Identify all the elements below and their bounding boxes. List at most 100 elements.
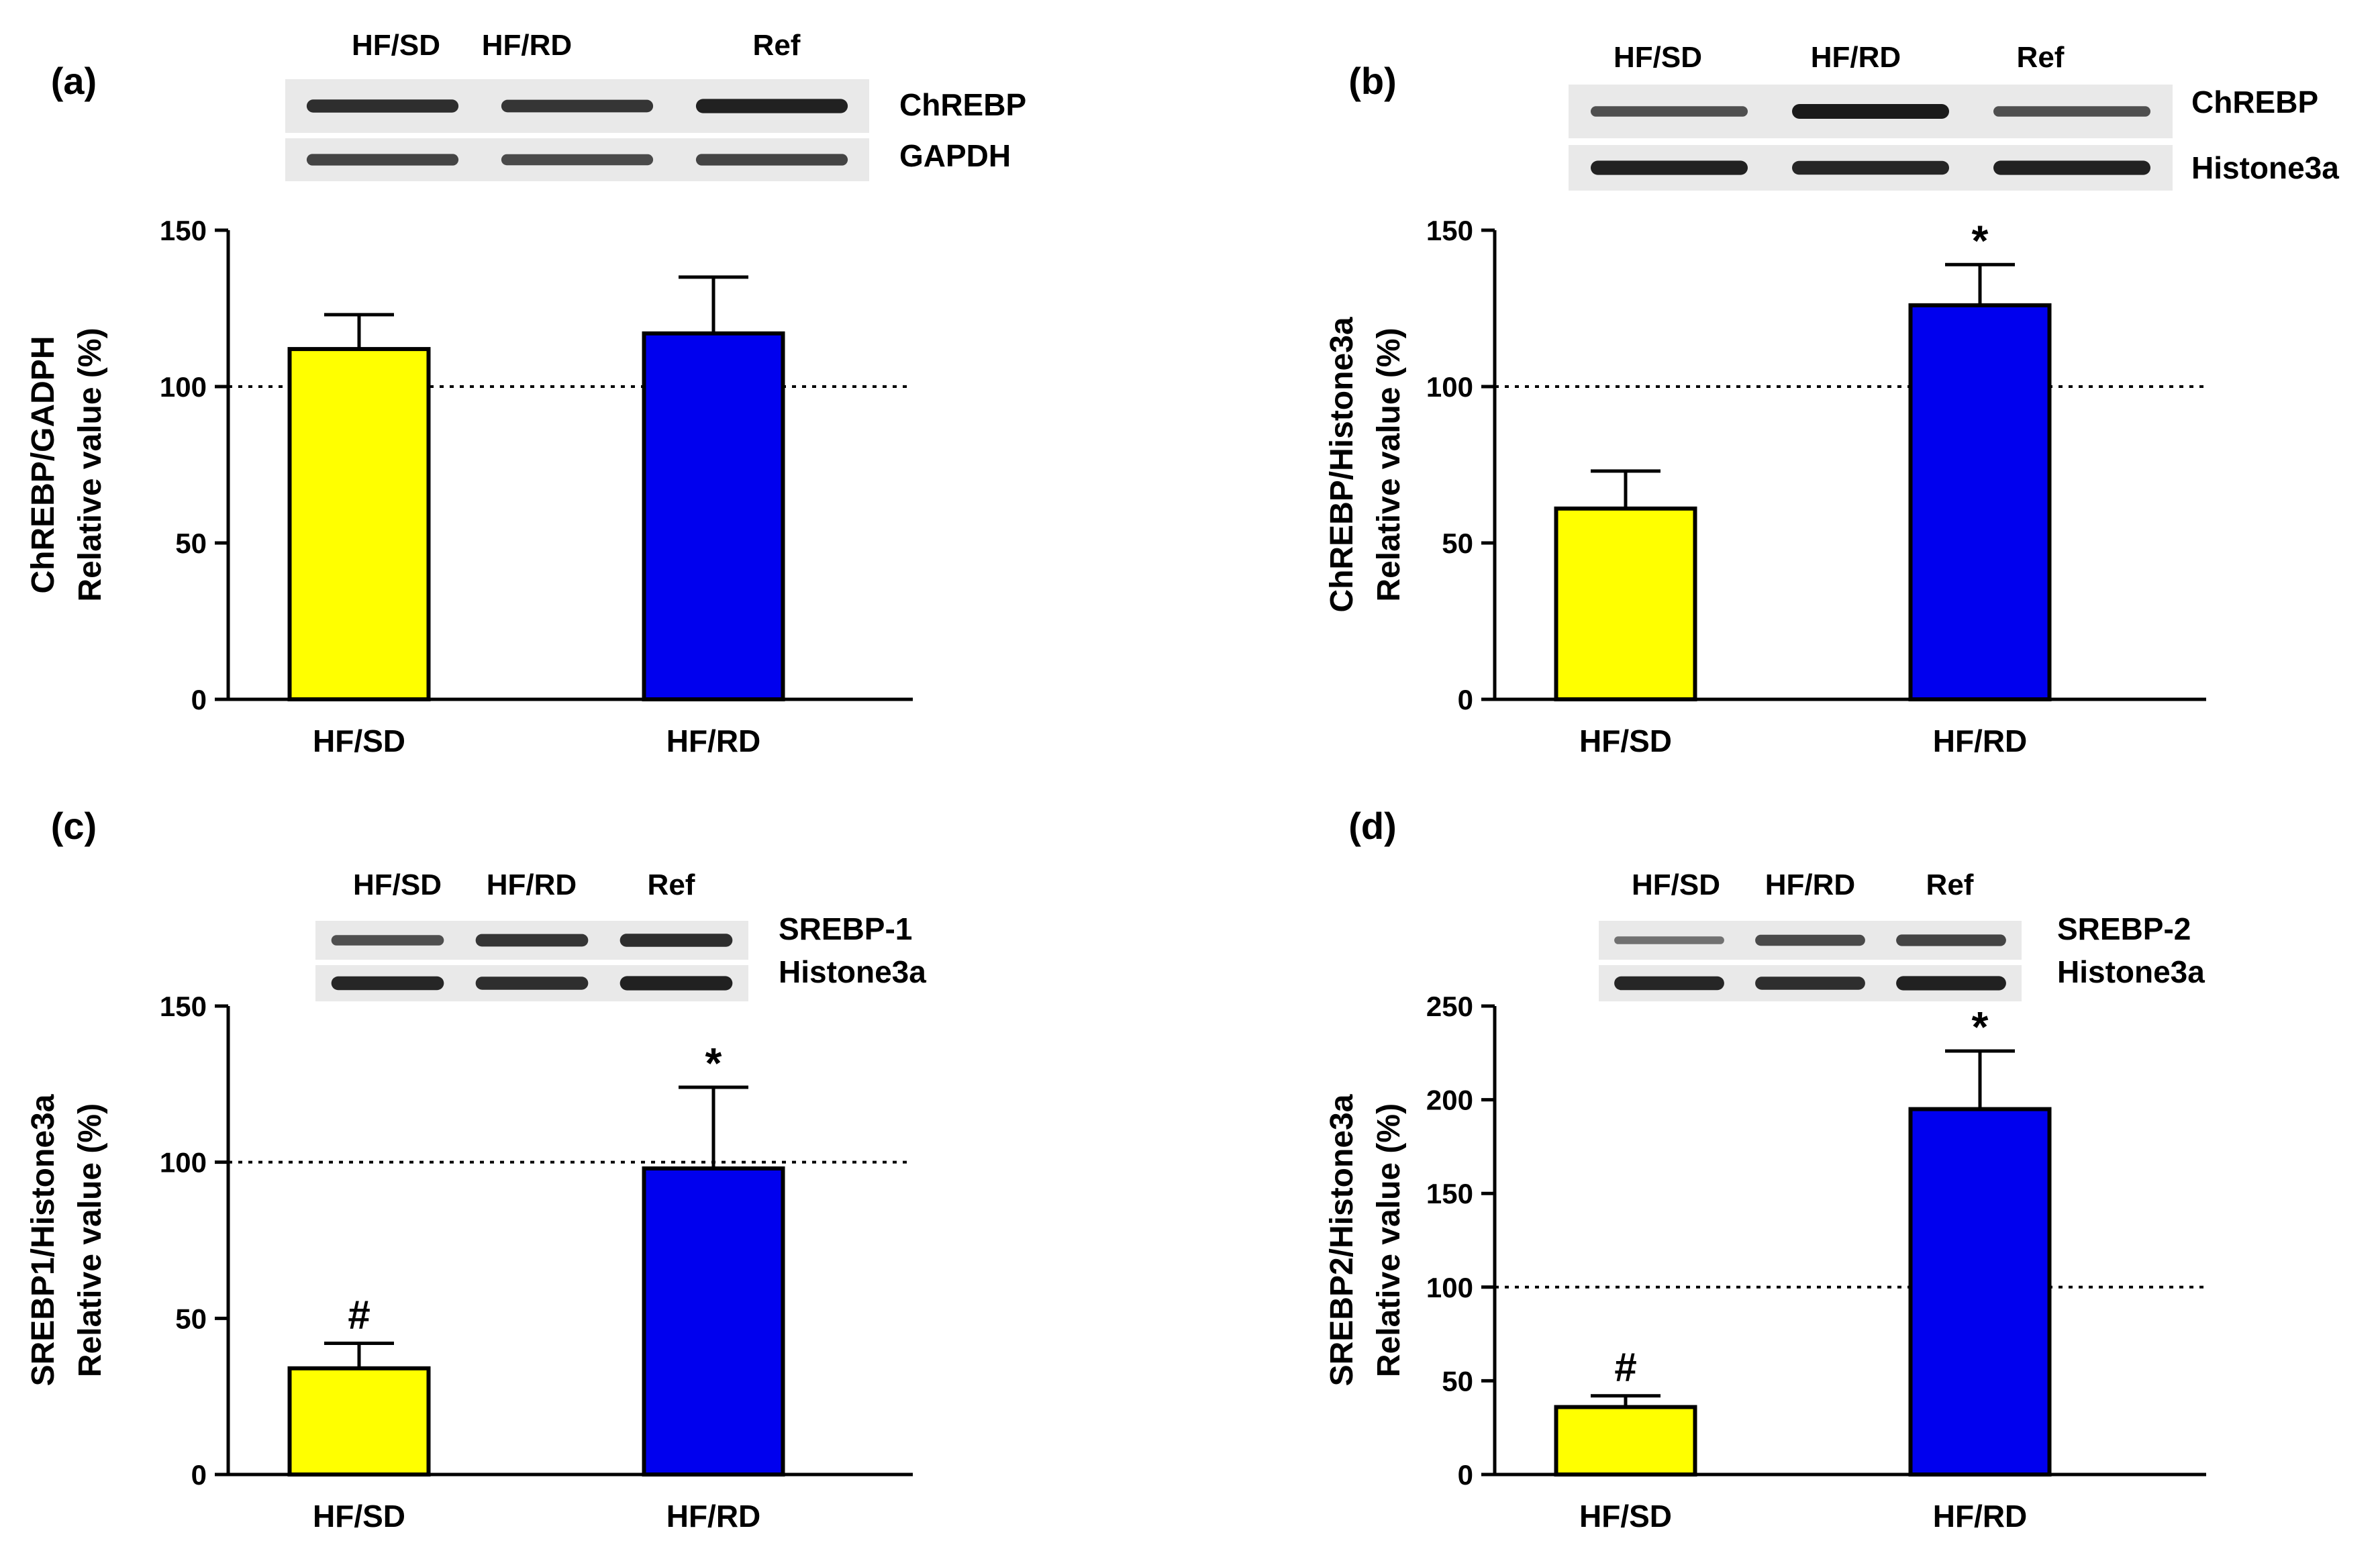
blot-row-label: SREBP-2: [2057, 911, 2191, 946]
blot-band: [1993, 106, 2150, 117]
y-axis-label-line2: Relative value (%): [1371, 328, 1407, 601]
blot-lane-label: Ref: [2017, 41, 2065, 74]
panel-a: (a) HF/SD HF/RD Ref ChREBP GAPDH 0 50 100 150 HF/S…: [26, 29, 1026, 758]
significance-marker: *: [1972, 1003, 1989, 1051]
blot-band: [331, 935, 444, 946]
blot-band: [619, 976, 733, 991]
bar-0: [287, 1366, 431, 1477]
blot-row-label: Histone3a: [2057, 954, 2205, 989]
blot-band: [1792, 160, 1949, 175]
y-axis-label-line1: ChREBP/Histone3a: [1324, 317, 1360, 612]
y-tick-label: 200: [1426, 1085, 1473, 1116]
x-category-label: HF/RD: [1933, 723, 2028, 758]
y-tick-label: 50: [1442, 1365, 1473, 1397]
bar-1: [642, 1166, 785, 1477]
blot-band: [1993, 160, 2150, 175]
blot-lane-label: HF/RD: [487, 868, 577, 901]
y-tick-label: 150: [1426, 215, 1473, 246]
y-tick-label: 0: [191, 1459, 207, 1491]
x-category-label: HF/RD: [1933, 1499, 2028, 1534]
bar-1: [642, 331, 785, 701]
blot-band: [695, 99, 848, 113]
blot-lane-label: Ref: [1926, 868, 1974, 901]
blot-band: [619, 934, 733, 947]
y-tick-label: 150: [1426, 1178, 1473, 1209]
bar-1: [1908, 303, 2052, 701]
blot-lane-label: Ref: [648, 868, 695, 901]
y-axis-label-line2: Relative value (%): [72, 328, 108, 601]
blot-row-label: GAPDH: [899, 138, 1011, 173]
western-blot: HF/SD HF/RD Ref ChREBP Histone3a: [1569, 41, 2339, 191]
y-tick-label: 100: [160, 1147, 207, 1179]
y-axis-label-line1: ChREBP/GADPH: [26, 336, 61, 593]
blot-band: [695, 154, 848, 166]
x-category-label: HF/SD: [1579, 723, 1672, 758]
panel-c: (c) HF/SD HF/RD Ref SREBP-1 Histone3a 0 50 100 15…: [26, 805, 926, 1534]
blot-band: [475, 934, 589, 947]
y-tick-label: 50: [175, 528, 207, 559]
y-tick-label: 100: [160, 371, 207, 403]
y-tick-label: 150: [160, 991, 207, 1022]
blot-band: [1896, 976, 2006, 991]
blot-row-label: Histone3a: [779, 954, 926, 989]
y-tick-label: 250: [1426, 991, 1473, 1022]
blot-row-label: ChREBP: [2191, 85, 2318, 119]
y-tick-label: 0: [191, 684, 207, 715]
blot-band: [306, 99, 459, 113]
y-tick-label: 100: [1426, 1272, 1473, 1303]
blot-band: [1755, 934, 1865, 946]
blot-lane-label: HF/SD: [1632, 868, 1720, 901]
panel-b: (b) HF/SD HF/RD Ref ChREBP Histone3a 0 50 100 150…: [1324, 41, 2339, 758]
y-tick-label: 100: [1426, 371, 1473, 403]
y-axis-label-line1: SREBP1/Histone3a: [26, 1094, 61, 1386]
western-blot: HF/SD HF/RD Ref SREBP-2 Histone3a: [1599, 868, 2205, 1001]
significance-marker: #: [348, 1293, 370, 1338]
panel-label: (d): [1348, 805, 1397, 847]
y-tick-label: 0: [1458, 1459, 1473, 1491]
western-blot: HF/SD HF/RD Ref SREBP-1 Histone3a: [315, 868, 926, 1001]
panel-label: (a): [51, 60, 97, 102]
blot-row-label: SREBP-1: [779, 911, 912, 946]
y-axis-label-line2: Relative value (%): [72, 1103, 108, 1377]
x-category-label: HF/SD: [1579, 1499, 1672, 1534]
y-tick-label: 0: [1458, 684, 1473, 715]
blot-lane-label: HF/SD: [352, 29, 440, 62]
y-axis-label-line2: Relative value (%): [1371, 1103, 1407, 1377]
significance-marker: #: [1614, 1345, 1636, 1390]
bar-0: [1554, 1405, 1697, 1477]
blot-band: [1755, 977, 1865, 990]
bar-0: [287, 347, 431, 701]
blot-band: [1896, 934, 2006, 946]
western-blot: HF/SD HF/RD Ref ChREBP GAPDH: [285, 29, 1026, 181]
blot-band: [1614, 976, 1724, 991]
blot-row-label: Histone3a: [2191, 150, 2339, 185]
significance-marker: *: [705, 1039, 722, 1087]
blot-lane-label: HF/RD: [1811, 41, 1901, 74]
blot-band: [1591, 106, 1748, 117]
blot-lane-label: HF/SD: [353, 868, 442, 901]
panel-label: (b): [1348, 60, 1397, 102]
blot-band: [475, 977, 589, 990]
blot-lane-label: HF/RD: [482, 29, 572, 62]
blot-band: [1792, 104, 1949, 119]
blot-row-label: ChREBP: [899, 87, 1026, 122]
significance-marker: *: [1972, 216, 1989, 264]
blot-lane-label: HF/RD: [1765, 868, 1855, 901]
blot-band: [1591, 160, 1748, 175]
bar-0: [1554, 506, 1697, 701]
panel-d: (d) HF/SD HF/RD Ref SREBP-2 Histone3a 0 50 100 15…: [1324, 805, 2206, 1534]
blot-band: [306, 154, 459, 166]
y-tick-label: 150: [160, 215, 207, 246]
bar-1: [1908, 1107, 2052, 1477]
panel-label: (c): [51, 805, 97, 847]
blot-band: [1614, 936, 1724, 944]
y-tick-label: 50: [1442, 528, 1473, 559]
x-category-label: HF/SD: [313, 723, 405, 758]
blot-lane-label: Ref: [753, 29, 801, 62]
x-category-label: HF/RD: [666, 723, 761, 758]
blot-band: [501, 99, 654, 113]
y-axis-label-line1: SREBP2/Histone3a: [1324, 1094, 1360, 1386]
x-category-label: HF/RD: [666, 1499, 761, 1534]
blot-band: [331, 976, 444, 991]
